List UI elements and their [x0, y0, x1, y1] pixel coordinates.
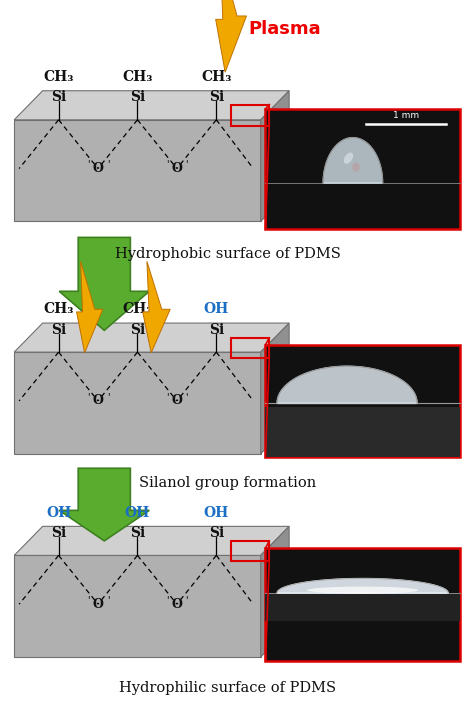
Polygon shape — [14, 555, 261, 657]
Bar — [265, 345, 460, 457]
Text: Si: Si — [130, 526, 145, 540]
Bar — [265, 407, 460, 457]
Text: ': ' — [107, 160, 109, 169]
Text: Si: Si — [51, 91, 66, 105]
Text: O: O — [172, 597, 182, 611]
Text: ': ' — [185, 160, 188, 169]
Text: ': ' — [87, 160, 90, 169]
Text: Si: Si — [51, 323, 66, 337]
Polygon shape — [76, 261, 103, 353]
Text: Si: Si — [209, 91, 224, 105]
Text: ': ' — [166, 160, 168, 169]
Bar — [231, 338, 269, 358]
Polygon shape — [277, 366, 417, 404]
Text: OH: OH — [125, 506, 150, 520]
Polygon shape — [14, 120, 261, 221]
Polygon shape — [59, 468, 149, 541]
Text: OH: OH — [204, 303, 229, 317]
Text: ': ' — [107, 595, 109, 605]
Text: ': ' — [166, 595, 168, 605]
Ellipse shape — [352, 163, 360, 172]
Text: ': ' — [87, 392, 90, 401]
Text: Hydrophilic surface of PDMS: Hydrophilic surface of PDMS — [119, 681, 336, 696]
Text: ': ' — [166, 392, 168, 401]
Text: O: O — [92, 597, 103, 611]
Text: Si: Si — [209, 526, 224, 540]
Polygon shape — [261, 323, 289, 454]
Text: 1 mm: 1 mm — [393, 110, 419, 120]
Text: CH₃: CH₃ — [201, 70, 231, 84]
Polygon shape — [323, 138, 383, 183]
Text: O: O — [92, 394, 103, 407]
Polygon shape — [143, 261, 170, 353]
Bar — [265, 548, 460, 661]
Ellipse shape — [307, 587, 418, 594]
Text: CH₃: CH₃ — [122, 303, 153, 317]
Polygon shape — [14, 526, 289, 555]
Text: Si: Si — [209, 323, 224, 337]
Polygon shape — [261, 91, 289, 221]
Text: OH: OH — [204, 506, 229, 520]
Text: Hydrophobic surface of PDMS: Hydrophobic surface of PDMS — [115, 247, 340, 261]
Text: ': ' — [185, 392, 188, 401]
Text: CH₃: CH₃ — [44, 303, 74, 317]
Text: ': ' — [87, 595, 90, 605]
Polygon shape — [14, 91, 289, 120]
Polygon shape — [261, 526, 289, 657]
Text: CH₃: CH₃ — [44, 70, 74, 84]
Polygon shape — [14, 352, 261, 454]
Bar — [265, 109, 460, 229]
Text: Silanol group formation: Silanol group formation — [139, 476, 316, 490]
Bar — [265, 593, 460, 621]
Polygon shape — [14, 323, 289, 352]
Bar — [231, 105, 269, 126]
Text: Si: Si — [130, 91, 145, 105]
Text: ': ' — [185, 595, 188, 605]
Text: Si: Si — [51, 526, 66, 540]
Text: Plasma: Plasma — [248, 20, 321, 38]
Text: O: O — [92, 162, 103, 175]
Text: OH: OH — [46, 506, 71, 520]
Polygon shape — [216, 0, 246, 73]
Ellipse shape — [344, 152, 353, 164]
Polygon shape — [59, 237, 149, 330]
Bar — [231, 541, 269, 561]
Text: O: O — [172, 162, 182, 175]
Text: CH₃: CH₃ — [122, 70, 153, 84]
Text: O: O — [172, 394, 182, 407]
Text: ': ' — [107, 392, 109, 401]
Text: Si: Si — [130, 323, 145, 337]
Polygon shape — [277, 579, 448, 593]
